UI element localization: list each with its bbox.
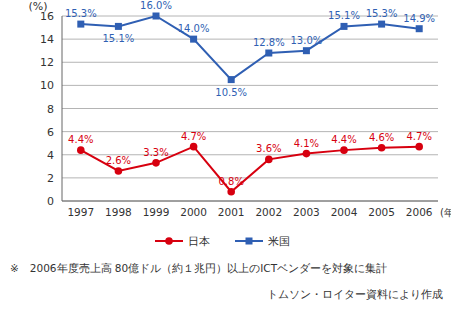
grid-line	[62, 201, 438, 202]
data-label: 0.8%	[218, 176, 243, 187]
y-tick-label: 0	[47, 195, 54, 208]
data-label: 3.3%	[143, 147, 168, 158]
data-label: 15.3%	[366, 8, 398, 19]
legend: 日本 米国	[155, 235, 290, 248]
y-tick-label: 8	[47, 103, 54, 116]
data-label: 15.1%	[328, 10, 360, 21]
x-tick-label: 2003	[293, 206, 320, 218]
data-label: 14.9%	[403, 13, 435, 24]
marker	[77, 146, 85, 154]
data-label: 10.5%	[215, 87, 247, 98]
marker	[115, 167, 123, 175]
x-tick-label: 2002	[255, 206, 282, 218]
marker	[340, 146, 348, 154]
grid-line	[62, 62, 438, 63]
data-label: 14.0%	[178, 23, 210, 34]
plot-area	[77, 13, 423, 196]
y-tick-label: 6	[47, 126, 54, 139]
data-label: 4.1%	[294, 138, 319, 149]
legend-marker	[246, 238, 253, 245]
y-axis	[62, 16, 63, 201]
y-tick-label: 2	[47, 172, 54, 185]
marker	[152, 159, 160, 167]
data-labels: 4.4% 2.6% 3.3% 4.7% 0.8% 3.6% 4.1% 4.4% 4.6% 4.7%…	[65, 0, 435, 187]
marker	[341, 23, 348, 30]
y-tick-label: 14	[40, 33, 54, 46]
marker	[265, 156, 273, 164]
x-tick-label: 1999	[143, 206, 170, 218]
grid-line	[62, 177, 438, 178]
data-label: 15.1%	[103, 33, 135, 44]
marker	[77, 21, 84, 28]
marker	[378, 21, 385, 28]
x-axis	[62, 201, 438, 202]
marker	[415, 143, 423, 151]
marker	[303, 150, 311, 158]
grid-line	[62, 85, 438, 86]
data-label: 4.7%	[406, 131, 431, 142]
marker	[265, 50, 272, 57]
marker	[303, 47, 310, 54]
x-axis-label: (年度)	[440, 207, 451, 218]
marker	[227, 188, 235, 196]
data-label: 15.3%	[65, 8, 97, 19]
data-label: 4.7%	[181, 131, 206, 142]
chart: 0246810121416(%)199719981999200020012002…	[0, 0, 451, 312]
data-label: 2.6%	[106, 155, 131, 166]
x-tick-label: 2006	[406, 206, 433, 218]
y-tick-label: 12	[40, 56, 54, 69]
series-line	[81, 16, 419, 80]
x-tick-label: 2001	[218, 206, 245, 218]
data-label: 4.4%	[331, 134, 356, 145]
marker	[115, 23, 122, 30]
x-tick-label: 2000	[180, 206, 207, 218]
grid-line	[62, 108, 438, 109]
marker	[228, 76, 235, 83]
legend-marker	[165, 237, 173, 245]
data-label: 13.0%	[291, 35, 323, 46]
annotation: トムソン・ロイター資料により作成	[267, 288, 443, 300]
y-tick-label: 10	[40, 79, 54, 92]
y-tick-label: 4	[47, 149, 54, 162]
x-tick-label: 2005	[368, 206, 395, 218]
series-line	[81, 147, 419, 192]
legend-label: 米国	[268, 235, 290, 248]
data-label: 4.6%	[369, 132, 394, 143]
legend-label: 日本	[188, 235, 210, 248]
x-tick-label: 1997	[67, 206, 94, 218]
x-tick-label: 1998	[105, 206, 132, 218]
data-label: 3.6%	[256, 143, 281, 154]
y-axis-label: (%)	[28, 0, 47, 13]
marker	[190, 36, 197, 43]
x-tick-label: 2004	[331, 206, 358, 218]
marker	[378, 144, 386, 152]
data-label: 12.8%	[253, 37, 285, 48]
data-label: 16.0%	[140, 0, 172, 11]
marker	[416, 25, 423, 32]
marker	[190, 143, 198, 151]
annotation: ※ 2006年度売上高 80億ドル（約１兆円）以上のICTベンダーを対象に集計	[10, 262, 387, 274]
data-label: 4.4%	[68, 134, 93, 145]
marker	[153, 13, 160, 20]
